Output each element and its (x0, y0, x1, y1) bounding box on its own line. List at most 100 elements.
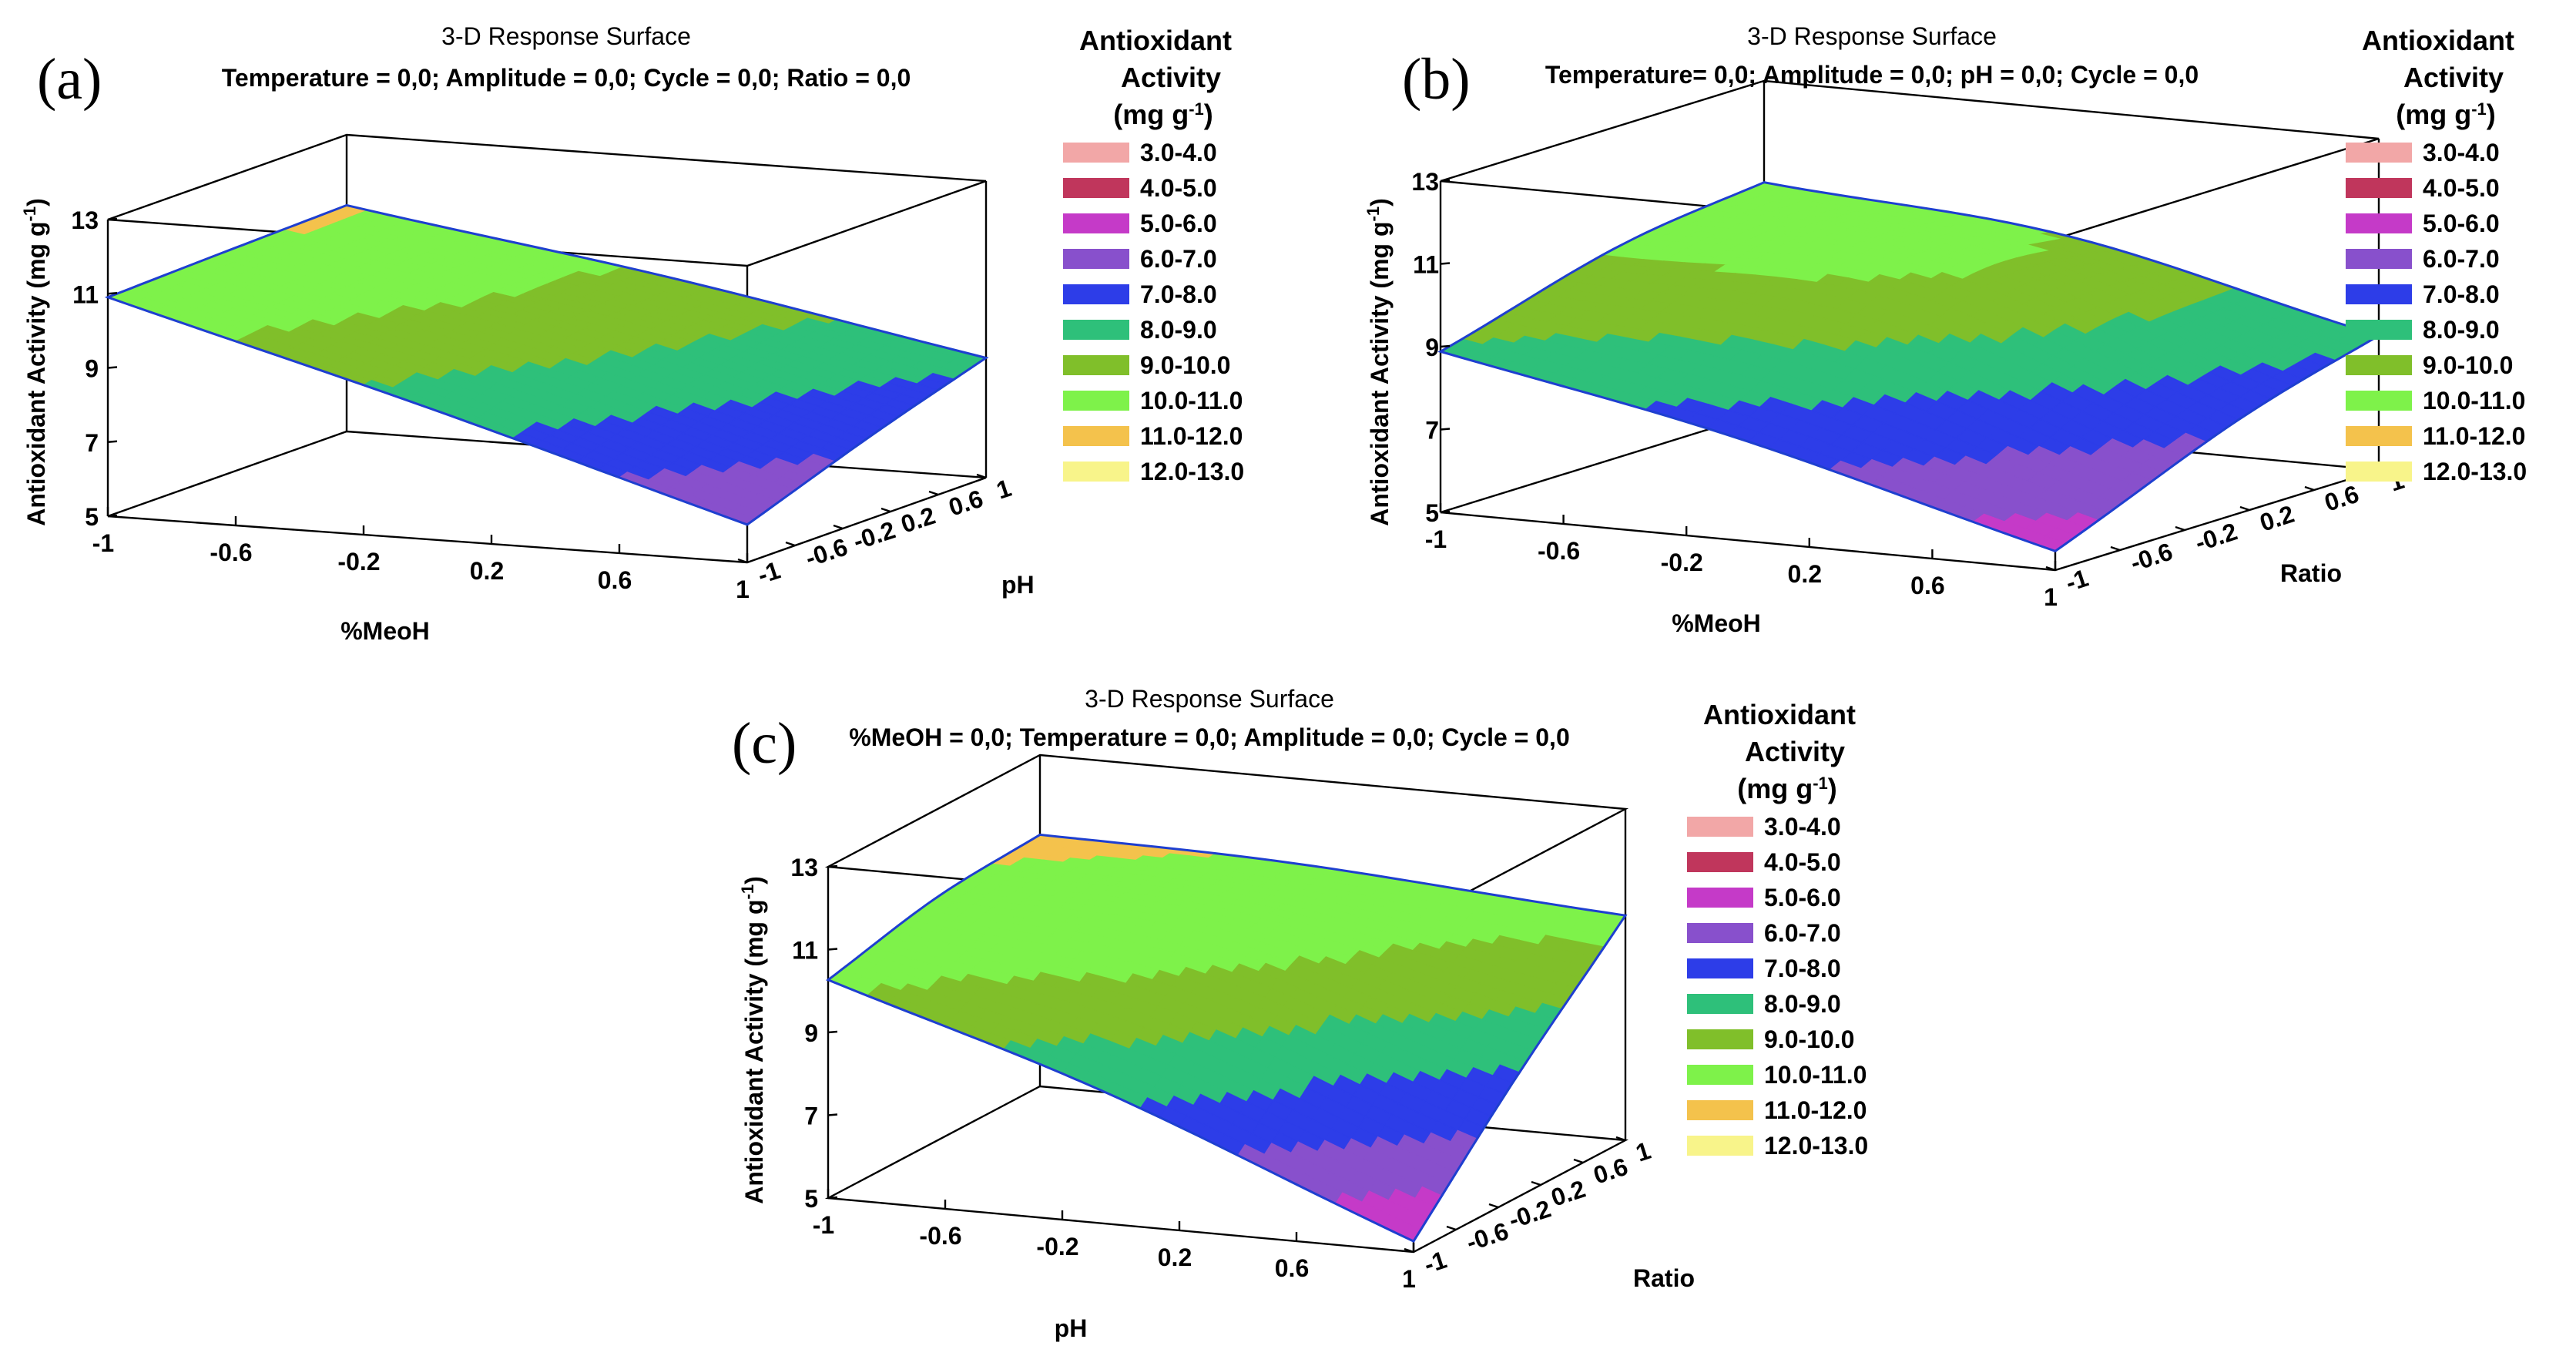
legend-swatch (2346, 284, 2412, 304)
y-tick-mark (833, 524, 844, 530)
y-tick-mark (2239, 505, 2250, 512)
chart-title: 3-D Response Surface (441, 22, 691, 50)
z-tick-label: 9 (85, 355, 99, 383)
chart-title: 3-D Response Surface (1747, 22, 1997, 50)
x-tick-label: -0.2 (337, 548, 380, 576)
z-tick-mark (1440, 344, 1451, 348)
legend-label: 5.0-6.0 (1140, 210, 1217, 237)
z-tick-label: 11 (72, 280, 99, 308)
legend-swatch (1063, 426, 1129, 446)
chart-panel-b: (b) 3-D Response Surface Temperature= 0,0;… (1363, 22, 2527, 637)
legend-swatch (1687, 1136, 1753, 1156)
legend-swatch (2346, 178, 2412, 198)
y-tick-mark (737, 558, 748, 564)
x-tick-label: -1 (813, 1211, 834, 1239)
x-tick-label: -0.6 (210, 539, 252, 566)
z-tick-mark (1440, 428, 1451, 431)
legend-swatch (1063, 178, 1129, 198)
legend-label: 6.0-7.0 (2423, 245, 2500, 273)
legend-swatch (1687, 1100, 1753, 1120)
legend-swatch (2346, 462, 2412, 482)
legend-title-line: (mg g-1) (2396, 99, 2496, 130)
legend-swatch (2346, 391, 2412, 411)
x-tick-label: -0.2 (1036, 1233, 1078, 1260)
y-tick-label: 0.2 (1548, 1175, 1588, 1212)
z-axis-label: Antioxidant Activity (mg g-1) (20, 198, 51, 525)
legend-swatch (2346, 320, 2412, 340)
chart-panel-a: (a) 3-D Response Surface Temperature = 0,0… (20, 22, 1245, 645)
z-tick-mark (827, 1113, 838, 1116)
legend-swatch (1063, 462, 1129, 482)
legend-label: 5.0-6.0 (2423, 210, 2500, 237)
x-tick-label: 0.6 (1275, 1254, 1309, 1282)
z-tick-mark (107, 292, 118, 295)
panel-label: (c) (732, 711, 797, 776)
z-tick-mark (827, 864, 838, 868)
z-tick-label: 9 (1425, 334, 1439, 361)
legend: Antioxidant Activity (mg g-1) 3.0-4.0 4.0-5.… (1063, 25, 1244, 485)
legend-title-line: Activity (2403, 62, 2504, 93)
legend-label: 7.0-8.0 (1140, 280, 1217, 308)
y-tick-mark (2304, 485, 2315, 492)
legend-label: 4.0-5.0 (1140, 174, 1217, 202)
chart-subtitle: Temperature= 0,0; Amplitude = 0,0; pH = … (1545, 61, 2199, 89)
z-tick-label: 11 (1413, 251, 1439, 279)
legend-swatch (1687, 958, 1753, 978)
legend-label: 11.0-12.0 (1764, 1096, 1867, 1124)
y-tick-mark (2110, 545, 2121, 552)
legend-label: 12.0-13.0 (1140, 458, 1244, 485)
legend-title-line: Antioxidant (1703, 699, 1856, 730)
chart-subtitle: %MeOH = 0,0; Temperature = 0,0; Amplitud… (849, 723, 1569, 751)
y-tick-mark (1488, 1203, 1499, 1209)
response-surface (1437, 181, 2382, 552)
legend-swatch (1063, 320, 1129, 340)
legend-swatch (1063, 284, 1129, 304)
legend-swatch (1687, 888, 1753, 908)
legend-label: 5.0-6.0 (1764, 884, 1841, 911)
x-tick-label: 0.6 (598, 566, 632, 594)
y-tick-label: -0.6 (2127, 537, 2176, 576)
x-axis-label: %MeoH (1672, 609, 1761, 637)
z-tick-label: 5 (1425, 499, 1439, 527)
z-tick-label: 7 (804, 1103, 818, 1130)
legend-label: 12.0-13.0 (1764, 1132, 1868, 1160)
legend: Antioxidant Activity (mg g-1) 3.0-4.0 4.0-5.… (2346, 25, 2527, 485)
legend-swatch (1687, 852, 1753, 872)
x-tick-label: -0.2 (1661, 549, 1703, 576)
y-tick-mark (880, 507, 891, 513)
legend-swatch (1687, 817, 1753, 837)
y-tick-mark (1573, 1158, 1584, 1164)
legend-title-line: Activity (1745, 736, 1845, 767)
x-tick-label: -0.6 (919, 1222, 961, 1250)
y-tick-label: -1 (2062, 564, 2091, 597)
z-tick-mark (107, 514, 118, 518)
legend-label: 8.0-9.0 (1764, 990, 1841, 1018)
y-tick-label: -1 (1420, 1246, 1450, 1279)
y-tick-mark (1446, 1225, 1457, 1231)
legend-label: 12.0-13.0 (2423, 458, 2527, 485)
y-tick-mark (2175, 525, 2185, 532)
legend-label: 4.0-5.0 (2423, 174, 2500, 202)
legend-label: 4.0-5.0 (1764, 848, 1841, 876)
x-tick-label: 0.2 (1788, 560, 1822, 588)
legend-label: 10.0-11.0 (1764, 1061, 1867, 1089)
y-tick-mark (976, 473, 987, 479)
y-tick-mark (2045, 566, 2056, 572)
legend-label: 3.0-4.0 (2423, 139, 2500, 166)
surface-outline (825, 833, 1628, 1244)
z-tick-mark (107, 217, 118, 221)
legend-title-line: (mg g-1) (1737, 773, 1837, 804)
legend-swatch (1063, 143, 1129, 163)
legend-label: 3.0-4.0 (1140, 139, 1217, 166)
legend-label: 11.0-12.0 (2423, 422, 2525, 450)
y-tick-label: 1 (1632, 1136, 1654, 1167)
y-axis-label: pH (1001, 571, 1035, 599)
z-tick-label: 7 (1425, 417, 1439, 445)
response-surface (104, 203, 989, 526)
x-tick-label: 1 (736, 576, 750, 603)
z-tick-mark (827, 1196, 838, 1200)
legend-swatch (1063, 249, 1129, 269)
legend-label: 8.0-9.0 (2423, 316, 2500, 344)
z-tick-label: 13 (790, 854, 818, 881)
legend-swatch (1687, 923, 1753, 943)
